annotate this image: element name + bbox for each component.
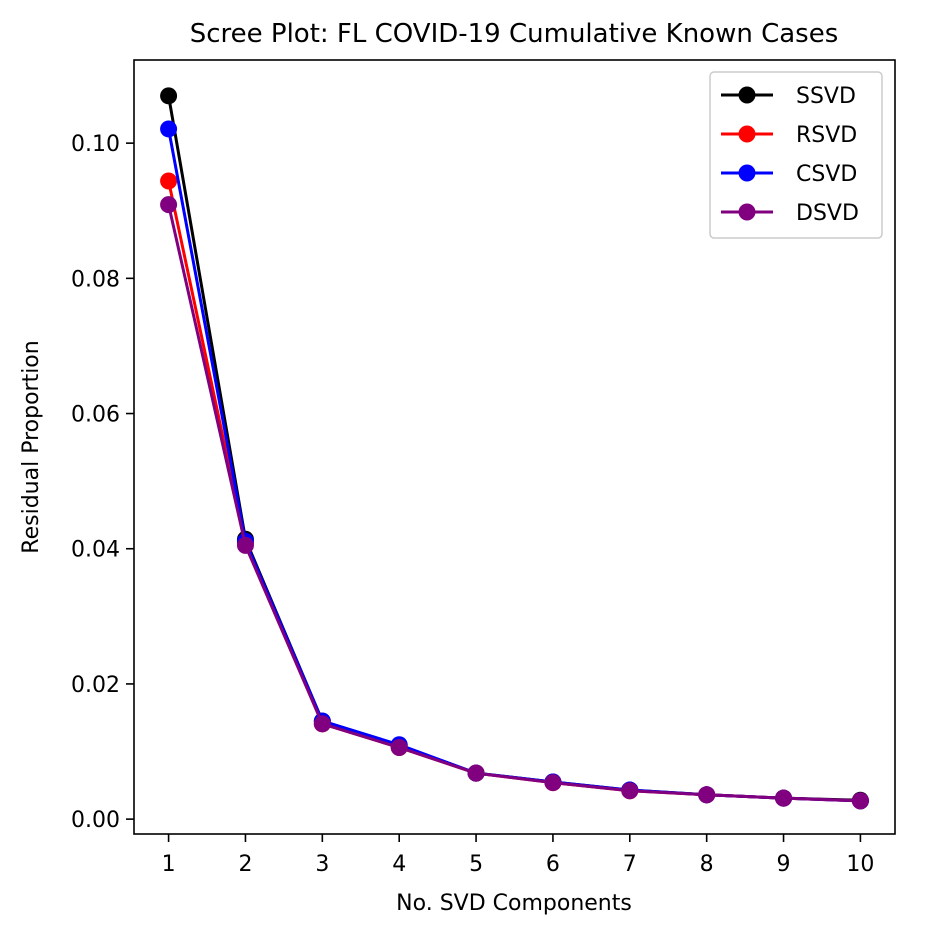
y-tick-label: 0.10: [71, 132, 120, 157]
x-tick-label: 7: [623, 852, 637, 877]
legend-label: DSVD: [796, 201, 859, 226]
plot-area: [160, 87, 869, 810]
data-point: [236, 536, 254, 554]
x-tick-label: 9: [777, 852, 791, 877]
x-tick-label: 10: [846, 852, 874, 877]
data-point: [544, 774, 562, 792]
series-line: [167, 204, 861, 803]
legend-label: SSVD: [796, 84, 856, 109]
data-point: [160, 120, 178, 138]
data-point: [390, 738, 408, 756]
series-line: [167, 180, 861, 803]
legend-label: RSVD: [796, 123, 857, 148]
axes-frame: [133, 59, 896, 835]
data-point: [160, 87, 178, 105]
legend-box: [709, 71, 883, 239]
data-point: [467, 764, 485, 782]
y-tick-label: 0.04: [71, 538, 120, 563]
data-point: [851, 792, 869, 810]
data-point: [160, 172, 178, 190]
data-point: [775, 789, 793, 807]
legend: SSVD RSVD CSVD DSVD: [709, 71, 883, 239]
x-axis-label: No. SVD Components: [396, 891, 632, 916]
y-axis: 0.00 0.02 0.04 0.06 0.08 0.10: [71, 132, 134, 833]
y-axis-label: Residual Proportion: [19, 340, 44, 553]
data-point: [313, 715, 331, 733]
chart-title: Scree Plot: FL COVID-19 Cumulative Known…: [190, 19, 839, 49]
x-tick-label: 4: [392, 852, 406, 877]
x-tick-label: 2: [238, 852, 252, 877]
legend-marker: [738, 125, 756, 143]
legend-item-rsvd: RSVD: [721, 123, 857, 148]
series-dsvd: [160, 196, 869, 810]
data-point: [698, 786, 716, 804]
legend-item-ssvd: SSVD: [721, 84, 856, 109]
legend-item-csvd: CSVD: [721, 162, 857, 187]
legend-item-dsvd: DSVD: [721, 201, 859, 226]
data-point: [621, 782, 639, 800]
y-tick-label: 0.00: [71, 808, 120, 833]
legend-marker: [738, 203, 756, 221]
x-tick-label: 8: [700, 852, 714, 877]
x-tick-label: 6: [546, 852, 560, 877]
data-point: [160, 196, 178, 214]
x-tick-label: 3: [315, 852, 329, 877]
x-axis: 1 2 3 4 5 6 7 8 9 10: [162, 834, 874, 877]
legend-marker: [738, 164, 756, 182]
x-tick-label: 5: [469, 852, 483, 877]
legend-label: CSVD: [796, 162, 857, 187]
x-tick-label: 1: [162, 852, 176, 877]
legend-marker: [738, 86, 756, 104]
y-tick-label: 0.02: [71, 673, 120, 698]
y-tick-label: 0.08: [71, 267, 120, 292]
y-tick-label: 0.06: [71, 403, 120, 428]
series-rsvd: [160, 172, 869, 810]
